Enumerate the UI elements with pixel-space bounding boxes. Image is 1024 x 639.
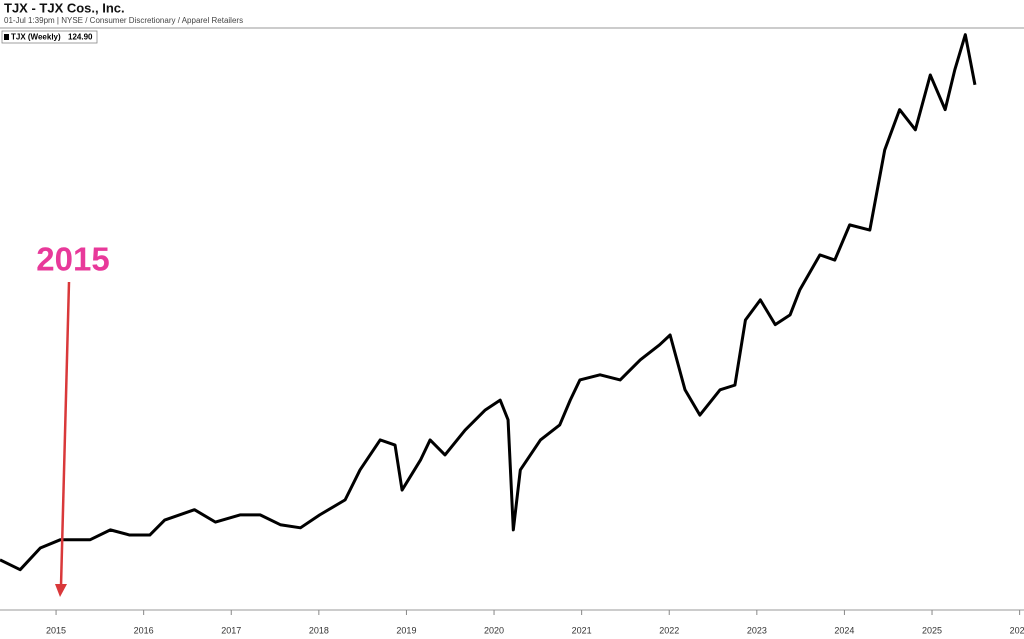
annotation-arrowhead <box>55 584 67 597</box>
x-tick-label: 2021 <box>572 625 592 635</box>
price-line <box>0 33 977 572</box>
x-axis: 2015 2016 2017 2018 2019 2020 2021 2022 2023 2024… <box>46 610 1024 635</box>
legend-label: TJX (Weekly) <box>11 33 61 42</box>
x-tick-label: 2015 <box>46 625 66 635</box>
annotation-text: 2015 <box>36 241 109 278</box>
chart-subtitle: 01-Jul 1:39pm | NYSE / Consumer Discreti… <box>4 16 243 25</box>
x-tick-label: 2020 <box>484 625 504 635</box>
x-tick-label: 2026 <box>1010 625 1024 635</box>
legend-box <box>1 30 98 44</box>
annotation-arrow <box>59 281 71 587</box>
x-tick-label: 2018 <box>309 625 329 635</box>
chart-title: TJX - TJX Cos., Inc. <box>4 0 125 15</box>
x-tick-label: 2024 <box>834 625 854 635</box>
plot-area <box>0 33 977 572</box>
legend-swatch <box>4 34 9 40</box>
x-tick-label: 2023 <box>747 625 767 635</box>
x-tick-label: 2017 <box>221 625 241 635</box>
x-tick-label: 2025 <box>922 625 942 635</box>
x-tick-label: 2022 <box>659 625 679 635</box>
x-tick-label: 2019 <box>396 625 416 635</box>
x-tick-label: 2016 <box>134 625 154 635</box>
legend-value: 124.90 <box>68 33 93 42</box>
